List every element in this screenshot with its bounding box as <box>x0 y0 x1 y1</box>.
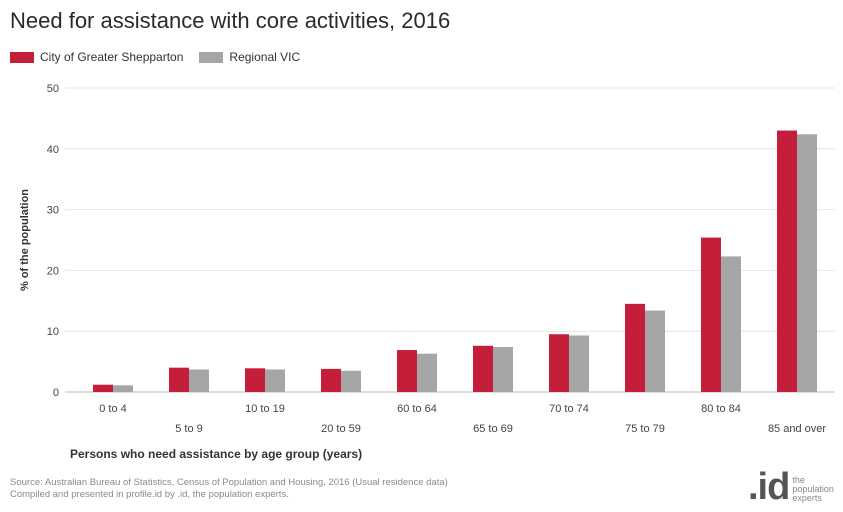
bar-shepparton <box>701 237 721 392</box>
bar-regional-vic <box>797 134 817 392</box>
bar-shepparton <box>777 130 797 392</box>
y-tick-label: 20 <box>47 265 59 277</box>
x-tick-label: 60 to 64 <box>397 403 437 415</box>
legend-label-regional-vic: Regional VIC <box>229 50 301 64</box>
y-tick-label: 50 <box>47 83 59 95</box>
bar-shepparton <box>245 368 265 392</box>
x-tick-label: 65 to 69 <box>473 423 513 435</box>
bar-shepparton <box>625 303 645 392</box>
logo-mark: .id <box>748 466 790 508</box>
y-tick-label: 10 <box>47 326 59 338</box>
source-note: Source: Australian Bureau of Statistics,… <box>10 477 448 501</box>
logo-text: the population experts <box>792 475 834 503</box>
bar-shepparton <box>93 384 113 392</box>
x-tick-label: 80 to 84 <box>701 403 741 415</box>
x-tick-label: 5 to 9 <box>175 423 203 435</box>
y-axis-title: % of the population <box>19 189 31 291</box>
bar-regional-vic <box>189 369 209 392</box>
x-tick-label: 20 to 59 <box>321 423 361 435</box>
y-tick-label: 30 <box>47 205 59 217</box>
bar-shepparton <box>169 367 189 392</box>
legend-swatch-regional-vic <box>199 51 224 63</box>
legend-label-shepparton: City of Greater Shepparton <box>40 50 184 64</box>
y-tick-label: 40 <box>47 144 59 156</box>
legend-item-shepparton: City of Greater Shepparton <box>10 50 183 64</box>
x-tick-label: 75 to 79 <box>625 423 665 435</box>
x-tick-label: 70 to 74 <box>549 403 589 415</box>
bar-regional-vic <box>265 369 285 392</box>
bar-regional-vic <box>417 353 437 392</box>
bar-regional-vic <box>645 310 665 392</box>
source-line-2: Compiled and presented in profile.id by … <box>10 489 289 500</box>
bar-shepparton <box>473 345 493 392</box>
x-tick-label: 10 to 19 <box>245 403 285 415</box>
bar-regional-vic <box>721 256 741 392</box>
bar-regional-vic <box>341 370 361 392</box>
x-tick-label: 85 and over <box>768 423 826 435</box>
x-tick-label: 0 to 4 <box>99 403 127 415</box>
legend-swatch-shepparton <box>10 51 34 63</box>
source-line-1: Source: Australian Bureau of Statistics,… <box>10 477 448 488</box>
id-logo: .id the population experts <box>748 466 843 508</box>
bar-regional-vic <box>113 385 133 392</box>
chart-legend: City of Greater Shepparton Regional VIC <box>10 50 316 64</box>
bar-shepparton <box>397 350 417 392</box>
legend-item-regional-vic: Regional VIC <box>199 50 300 64</box>
x-axis-title: Persons who need assistance by age group… <box>70 447 362 461</box>
bar-regional-vic <box>493 347 513 392</box>
chart-title: Need for assistance with core activities… <box>10 8 451 33</box>
bar-regional-vic <box>569 335 589 392</box>
bar-shepparton <box>549 334 569 392</box>
bar-shepparton <box>321 368 341 392</box>
y-tick-label: 0 <box>53 387 59 399</box>
